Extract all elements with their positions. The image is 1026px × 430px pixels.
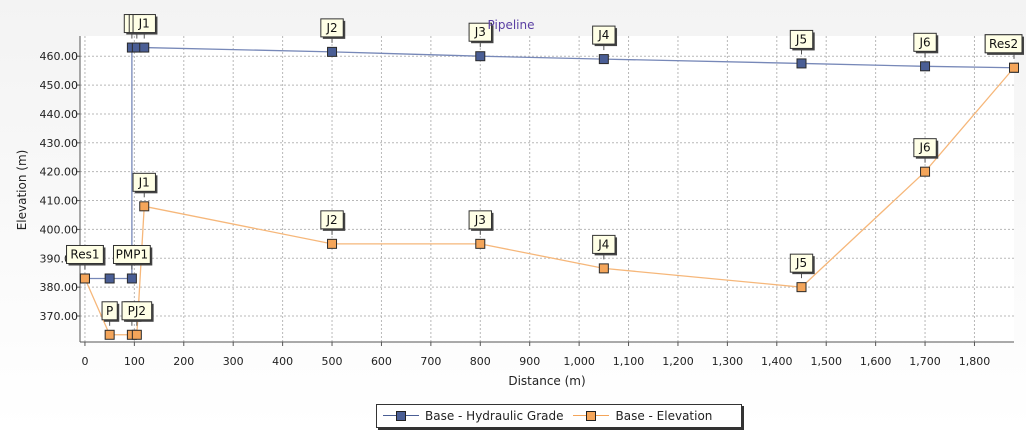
- x-tick-label: 300: [223, 355, 244, 368]
- series-1-marker: [598, 263, 609, 274]
- x-tick-label: 100: [124, 355, 145, 368]
- label-box: [132, 172, 156, 192]
- legend-item-elevation: Base - Elevation: [573, 409, 712, 423]
- label-text: J2: [325, 21, 337, 35]
- label-box: [789, 253, 814, 273]
- label-text: Res1: [70, 247, 99, 261]
- x-tick-label: 600: [371, 355, 392, 368]
- chart-legend: Base - Hydraulic Grade Base - Elevation: [376, 404, 742, 428]
- y-tick-label: 400.00: [40, 223, 79, 236]
- series-1-marker: [139, 201, 150, 212]
- label-box: [112, 244, 151, 264]
- label-text: J3: [474, 25, 486, 39]
- series-1-marker: [475, 238, 486, 249]
- series-0-marker: [598, 54, 609, 65]
- label-text: J1: [138, 175, 150, 189]
- label-box: [468, 210, 492, 230]
- label-text: J4: [597, 28, 609, 42]
- series-1-marker: [920, 166, 931, 177]
- series-1-marker: [79, 273, 90, 284]
- label-box: [592, 25, 616, 45]
- label-box: [789, 29, 814, 49]
- x-tick-label: 1,200: [662, 355, 694, 368]
- series-0-marker: [104, 273, 115, 284]
- label-box: [132, 14, 156, 34]
- y-tick-label: 380.00: [40, 281, 79, 294]
- series-0-marker: [475, 51, 486, 62]
- y-tick-label: 370.00: [40, 310, 79, 323]
- label-text: J5: [795, 256, 807, 270]
- series-0-marker: [327, 46, 338, 57]
- label-box: [66, 244, 104, 264]
- legend-label-elevation: Base - Elevation: [615, 409, 713, 423]
- series-layer: [79, 42, 1019, 340]
- y-tick-label: 410.00: [40, 195, 79, 208]
- label-text: J5: [795, 32, 807, 46]
- label-text: J3: [474, 213, 486, 227]
- x-tick-label: 200: [173, 355, 194, 368]
- grid-lines: [80, 36, 1014, 342]
- y-tick-label: 440.00: [40, 108, 79, 121]
- legend-swatch-elevation: [573, 410, 610, 422]
- series-0-marker: [126, 273, 137, 284]
- series-0-marker: [139, 42, 150, 53]
- x-tick-label: 1,400: [761, 355, 793, 368]
- x-tick-label: 900: [519, 355, 540, 368]
- legend-label-hydraulic-grade: Base - Hydraulic Grade: [425, 409, 564, 423]
- x-tick-label: 1,000: [563, 355, 595, 368]
- label-box: [320, 18, 344, 38]
- point-labels: Res1PMP1PPJ1J2J3J4J5J6Res2Res1PPPJ2J1J2J…: [66, 14, 1024, 326]
- label-text: J6: [918, 141, 930, 155]
- y-tick-label: 430.00: [40, 137, 79, 150]
- label-text: PJ2: [128, 304, 146, 318]
- label-box: [984, 34, 1023, 54]
- series-1-marker: [104, 329, 115, 340]
- x-tick-label: 1,600: [860, 355, 892, 368]
- x-tick-label: 1,700: [909, 355, 941, 368]
- x-tick-label: 0: [81, 355, 88, 368]
- y-axis-title: Elevation (m): [15, 150, 29, 231]
- plot-area: [80, 36, 1014, 342]
- x-tick-label: 1,300: [712, 355, 744, 368]
- x-tick-label: 700: [420, 355, 441, 368]
- x-tick-label: 500: [322, 355, 343, 368]
- series-1-marker: [131, 329, 142, 340]
- label-text: J2: [325, 213, 337, 227]
- y-tick-label: 420.00: [40, 166, 79, 179]
- y-tick-label: 460.00: [40, 50, 79, 63]
- label-text: Res2: [989, 37, 1018, 51]
- legend-item-hydraulic-grade: Base - Hydraulic Grade: [383, 409, 563, 423]
- label-box: [913, 32, 937, 52]
- label-text: P: [106, 304, 113, 318]
- label-box: [913, 138, 937, 158]
- x-axis-title: Distance (m): [508, 374, 585, 388]
- x-tick-label: 1,800: [959, 355, 991, 368]
- y-tick-label: 450.00: [40, 79, 79, 92]
- axes: 0 100 200 300 400 500 600 700 800 900 1,000 1,100 1,…: [40, 36, 1014, 368]
- legend-swatch-hydraulic-grade: [383, 410, 419, 422]
- series-0-marker: [920, 61, 931, 72]
- label-box: [468, 22, 492, 42]
- series-1-marker: [1009, 62, 1019, 73]
- label-box: [592, 234, 616, 254]
- label-text: PMP1: [116, 247, 148, 261]
- x-tick-label: 1,100: [613, 355, 645, 368]
- label-box: [320, 210, 344, 230]
- chart-title: Pipeline: [488, 18, 535, 32]
- series-1-marker: [796, 282, 807, 293]
- x-tick-label: 800: [470, 355, 491, 368]
- x-tick-label: 400: [272, 355, 293, 368]
- label-text: J4: [597, 237, 609, 251]
- x-tick-label: 1,500: [810, 355, 842, 368]
- label-text: J6: [918, 35, 930, 49]
- series-1-marker: [327, 238, 338, 249]
- series-0-marker: [796, 58, 807, 69]
- label-box: [101, 301, 118, 321]
- label-box: [121, 301, 153, 321]
- label-text: J1: [138, 17, 150, 31]
